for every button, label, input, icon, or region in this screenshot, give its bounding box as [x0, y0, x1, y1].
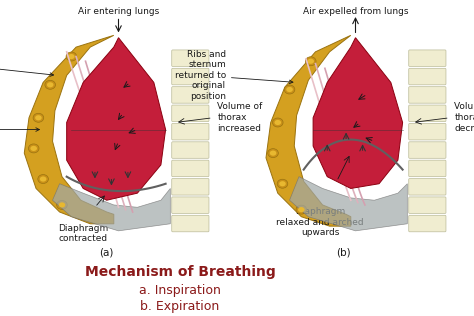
FancyBboxPatch shape — [172, 142, 209, 158]
Ellipse shape — [279, 181, 286, 186]
Polygon shape — [313, 38, 402, 188]
FancyBboxPatch shape — [409, 124, 446, 140]
FancyBboxPatch shape — [172, 87, 209, 103]
Polygon shape — [53, 184, 170, 231]
Ellipse shape — [57, 200, 67, 210]
Ellipse shape — [33, 113, 44, 122]
FancyBboxPatch shape — [172, 50, 209, 66]
FancyBboxPatch shape — [172, 179, 209, 195]
Ellipse shape — [66, 52, 77, 61]
Ellipse shape — [28, 144, 39, 153]
FancyBboxPatch shape — [409, 68, 446, 85]
Ellipse shape — [308, 59, 314, 64]
Ellipse shape — [284, 85, 295, 94]
Ellipse shape — [68, 54, 75, 59]
FancyBboxPatch shape — [409, 215, 446, 232]
Ellipse shape — [38, 174, 48, 184]
FancyBboxPatch shape — [172, 160, 209, 177]
Text: Mechanism of Breathing: Mechanism of Breathing — [85, 265, 275, 279]
Ellipse shape — [296, 205, 307, 214]
Text: (a): (a) — [100, 247, 114, 257]
Text: Volume of
thorax
increased: Volume of thorax increased — [218, 102, 263, 133]
FancyBboxPatch shape — [409, 179, 446, 195]
Ellipse shape — [305, 57, 316, 66]
Text: Ribs and
sternum
raised: Ribs and sternum raised — [0, 51, 54, 81]
Text: Diaphragm
contracted: Diaphragm contracted — [58, 224, 108, 243]
FancyBboxPatch shape — [409, 105, 446, 122]
Polygon shape — [290, 177, 407, 231]
Ellipse shape — [274, 120, 281, 125]
FancyBboxPatch shape — [172, 215, 209, 232]
Polygon shape — [67, 38, 165, 200]
FancyBboxPatch shape — [172, 124, 209, 140]
FancyBboxPatch shape — [409, 160, 446, 177]
Ellipse shape — [286, 87, 293, 92]
FancyBboxPatch shape — [409, 142, 446, 158]
Text: (b): (b) — [337, 247, 351, 257]
Text: a. Inspiration: a. Inspiration — [139, 284, 221, 297]
FancyBboxPatch shape — [409, 50, 446, 66]
FancyBboxPatch shape — [409, 87, 446, 103]
Polygon shape — [24, 35, 114, 224]
Ellipse shape — [45, 80, 55, 89]
Ellipse shape — [35, 115, 42, 120]
Ellipse shape — [47, 82, 54, 88]
Text: Air entering lungs: Air entering lungs — [78, 7, 159, 16]
Ellipse shape — [40, 176, 46, 182]
Polygon shape — [266, 35, 351, 226]
Ellipse shape — [273, 118, 283, 127]
Ellipse shape — [268, 149, 278, 158]
Ellipse shape — [30, 146, 37, 151]
Text: Volume of
thorax
decreased: Volume of thorax decreased — [455, 102, 474, 133]
Text: Diaphragm
relaxed and arched
upwards: Diaphragm relaxed and arched upwards — [276, 207, 364, 237]
Ellipse shape — [277, 179, 288, 188]
Ellipse shape — [270, 150, 276, 156]
Ellipse shape — [59, 202, 65, 208]
FancyBboxPatch shape — [172, 105, 209, 122]
Text: Rib cage: Rib cage — [0, 125, 39, 134]
Text: b. Expiration: b. Expiration — [140, 300, 220, 313]
FancyBboxPatch shape — [172, 68, 209, 85]
Text: Air expelled from lungs: Air expelled from lungs — [303, 7, 408, 16]
FancyBboxPatch shape — [409, 197, 446, 213]
Text: Ribs and
sternum
returned to
original
position: Ribs and sternum returned to original po… — [175, 50, 293, 101]
FancyBboxPatch shape — [172, 197, 209, 213]
Ellipse shape — [298, 207, 305, 212]
